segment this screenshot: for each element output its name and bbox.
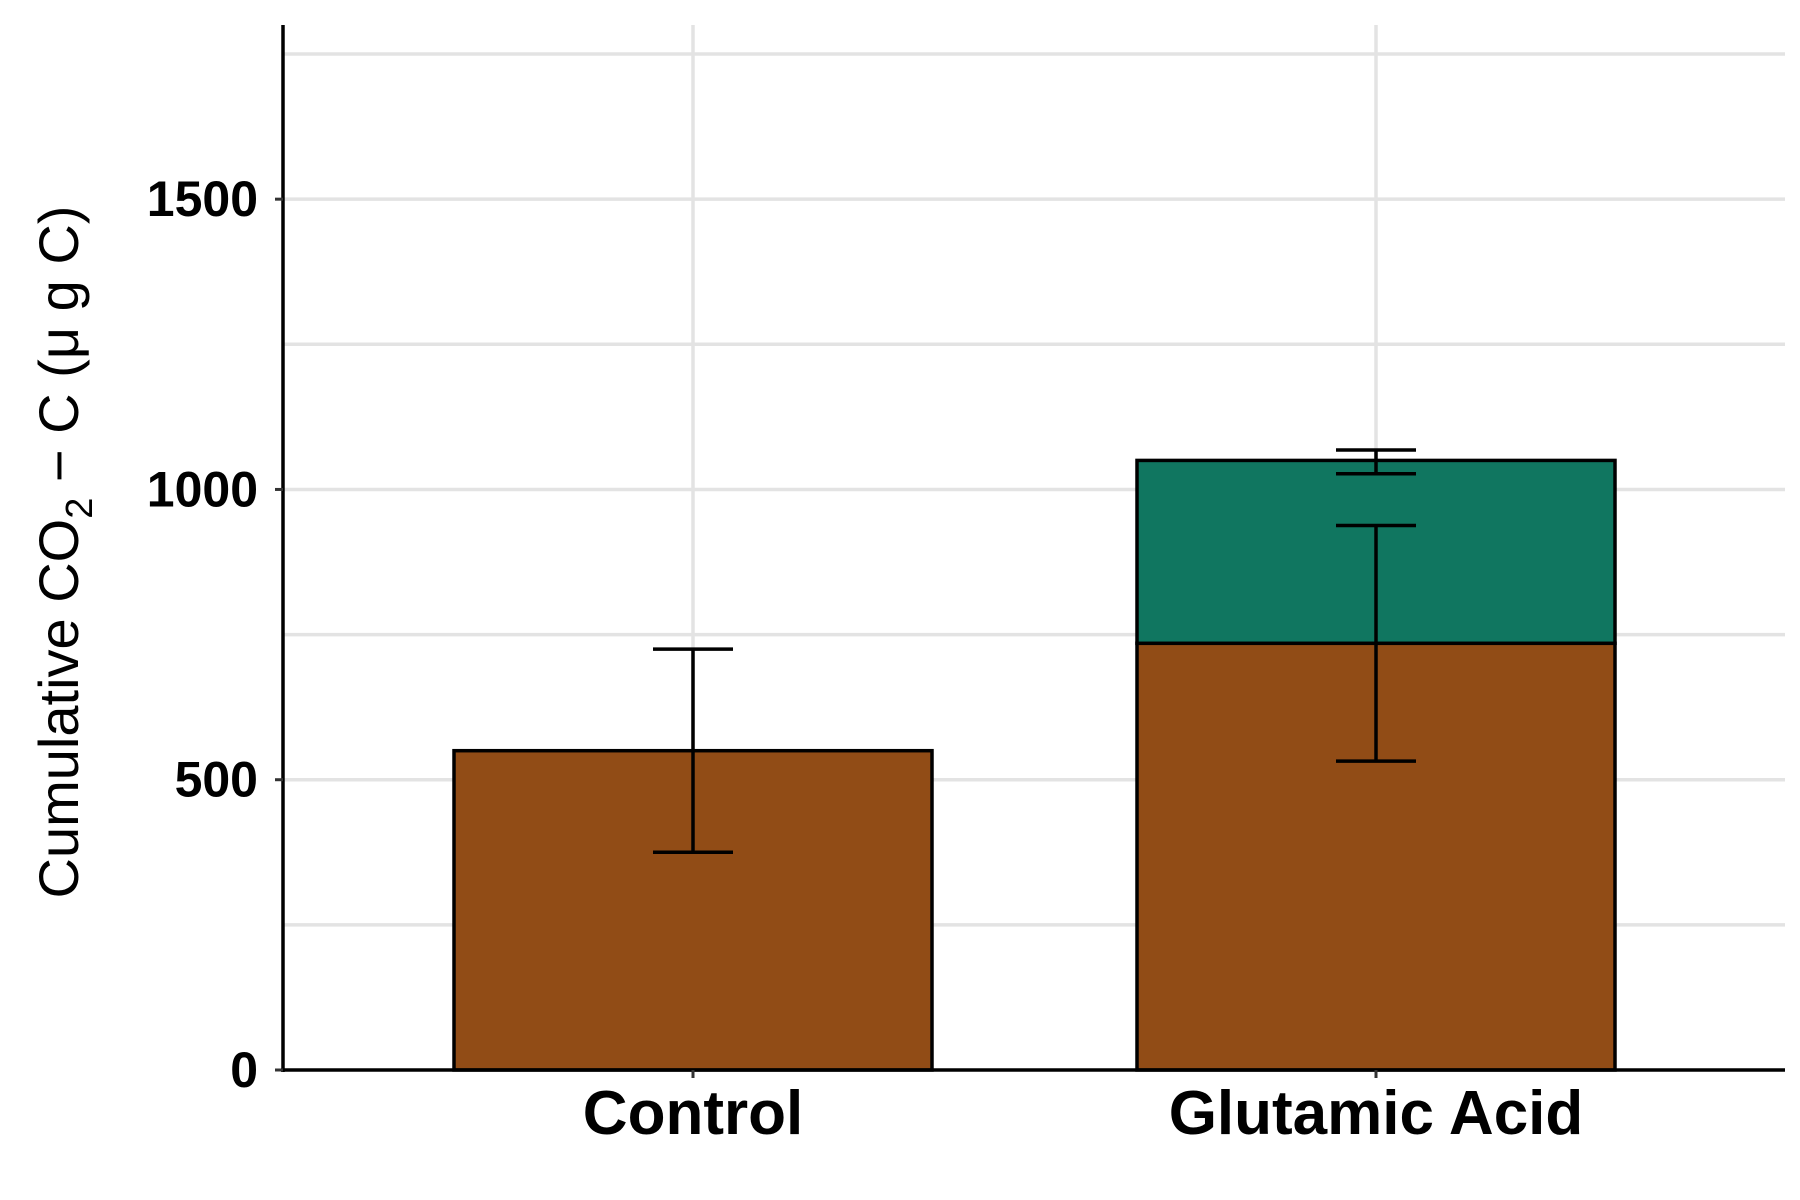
- y-tick-label: 1500: [147, 171, 258, 227]
- y-tick-label: 500: [175, 752, 258, 808]
- axes: [275, 25, 1785, 1078]
- x-tick-label: Control: [583, 1079, 803, 1148]
- y-axis-title: Cumulative CO2 − C (μ g C): [27, 206, 101, 899]
- y-tick-label: 1000: [147, 461, 258, 517]
- y-axis-title-sub: 2: [59, 498, 101, 519]
- y-axis-title-post: − C (μ g C): [27, 206, 90, 498]
- y-axis-title-pre: Cumulative CO: [27, 519, 90, 899]
- x-tick-label: Glutamic Acid: [1169, 1079, 1584, 1148]
- y-tick-label: 0: [230, 1042, 258, 1098]
- bars: [452, 458, 1617, 1072]
- tick-labels: 0 500 1000 1500 Control Glutamic Acid: [147, 171, 1584, 1148]
- error-bars: [653, 448, 1416, 855]
